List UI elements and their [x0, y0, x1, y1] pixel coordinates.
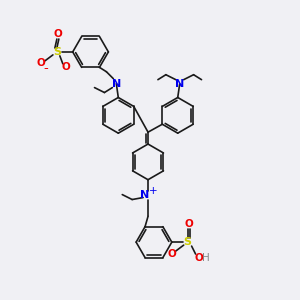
- Text: O: O: [184, 219, 193, 229]
- Text: H: H: [202, 253, 209, 263]
- Text: N: N: [112, 79, 121, 88]
- Text: O: O: [53, 29, 62, 39]
- Text: N: N: [140, 190, 150, 200]
- Text: O: O: [61, 62, 70, 72]
- Text: S: S: [184, 237, 192, 247]
- Text: +: +: [149, 186, 157, 196]
- Text: N: N: [175, 79, 184, 88]
- Text: O: O: [194, 253, 203, 263]
- Text: O: O: [167, 249, 176, 259]
- Text: -: -: [44, 62, 48, 75]
- Text: S: S: [53, 47, 61, 57]
- Text: O: O: [37, 58, 45, 68]
